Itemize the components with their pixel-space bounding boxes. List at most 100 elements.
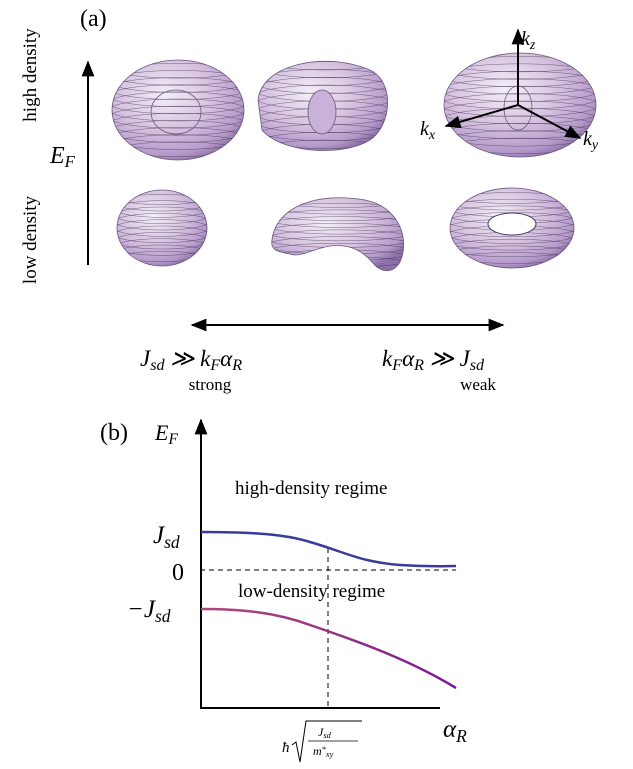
latitude	[450, 245, 574, 264]
axis-label: ky	[583, 128, 599, 153]
inner-shell	[150, 89, 202, 135]
y-tick-label: Jsd	[153, 522, 180, 552]
x-tick-label: m*xy	[313, 744, 334, 759]
latitude	[117, 238, 207, 256]
text-part: y	[590, 138, 599, 153]
text-part: E	[154, 420, 169, 445]
text-part: z	[529, 38, 536, 53]
upper-branch	[200, 530, 457, 568]
text-part: k	[583, 128, 593, 150]
latitude	[112, 120, 244, 143]
surfaces	[111, 52, 597, 272]
latitude	[258, 61, 388, 71]
latitude	[450, 238, 574, 258]
surface	[116, 189, 208, 267]
latitude	[444, 56, 596, 80]
latitude	[112, 77, 244, 100]
latitude	[444, 100, 596, 125]
y-tick-label: 0	[172, 560, 184, 586]
text-part: R	[413, 357, 424, 374]
latitude	[444, 108, 596, 132]
side-label: high density	[20, 28, 41, 122]
x-tick-label: Jsd	[318, 725, 332, 740]
text-part: x	[428, 128, 436, 143]
text-part: sd	[164, 532, 180, 552]
latitude	[112, 98, 244, 122]
torus-hole	[487, 212, 537, 236]
latitude	[258, 61, 388, 79]
latitude	[117, 206, 207, 224]
side-label: low density	[20, 195, 41, 284]
text-part: α	[220, 346, 233, 371]
latitude	[112, 105, 244, 129]
latitude	[112, 113, 244, 136]
latitude-lines	[117, 190, 207, 266]
latitude	[444, 123, 596, 147]
text-part: m	[313, 744, 322, 758]
surface	[111, 59, 245, 161]
latitude	[117, 194, 207, 212]
text-part: J	[153, 522, 166, 549]
text-part: k	[521, 28, 531, 50]
text-part: sd	[150, 357, 165, 374]
axis-label: EF	[49, 143, 76, 171]
text-part: F	[209, 357, 220, 374]
latitude	[117, 219, 207, 237]
regime-label: high-density regime	[235, 478, 388, 499]
text-part: ≫ k	[165, 346, 212, 371]
latitude-lines	[112, 60, 244, 160]
latitude	[450, 252, 574, 268]
text-part: *	[322, 745, 327, 754]
axis-label: kz	[521, 28, 536, 53]
condition: kFαR ≫ Jsd	[382, 346, 485, 374]
text-part: J	[140, 346, 152, 371]
latitude	[112, 60, 244, 79]
text-part: F	[391, 357, 402, 374]
latitude	[117, 213, 207, 231]
text-part: −J	[127, 596, 157, 623]
x-tick-label: ħ	[282, 740, 290, 756]
sqrt-sign	[291, 720, 362, 763]
condition: Jsd ≫ kFαR	[140, 346, 242, 374]
latitude	[117, 190, 207, 205]
latitude	[112, 84, 244, 107]
text-part: E	[49, 143, 65, 169]
latitude	[444, 137, 596, 157]
k-axes	[444, 28, 582, 139]
latitude	[117, 251, 207, 266]
panel-label: (b)	[100, 420, 128, 446]
latitude	[117, 225, 207, 243]
latitude	[271, 202, 404, 222]
text-part: R	[455, 726, 467, 746]
text-part: F	[64, 152, 76, 171]
text-part: ≫ J	[424, 346, 472, 371]
text-part: R	[231, 357, 242, 374]
text-part: sd	[155, 606, 171, 626]
latitude	[444, 63, 596, 87]
latitude	[444, 71, 596, 95]
latitude	[450, 188, 574, 204]
latitude	[117, 232, 207, 250]
latitude-lines	[444, 53, 596, 157]
latitude	[271, 197, 404, 215]
latitude	[444, 93, 596, 117]
latitude	[112, 70, 244, 93]
regime-word: weak	[460, 375, 496, 394]
latitude	[271, 197, 404, 208]
text-part: xy	[325, 750, 334, 759]
latitude	[450, 192, 574, 211]
latitude	[117, 200, 207, 218]
text-part: α	[443, 716, 457, 743]
latitude	[444, 53, 596, 73]
latitude	[271, 222, 404, 242]
axis-label: kx	[420, 118, 436, 143]
text-part: J	[318, 725, 324, 739]
text-part: k	[382, 346, 393, 371]
regime-label: low-density regime	[238, 581, 385, 602]
axis-label: EF	[154, 420, 178, 448]
y-tick-label: −Jsd	[127, 596, 171, 626]
text-part: F	[167, 431, 178, 448]
latitude	[112, 63, 244, 86]
latitude	[258, 139, 388, 151]
